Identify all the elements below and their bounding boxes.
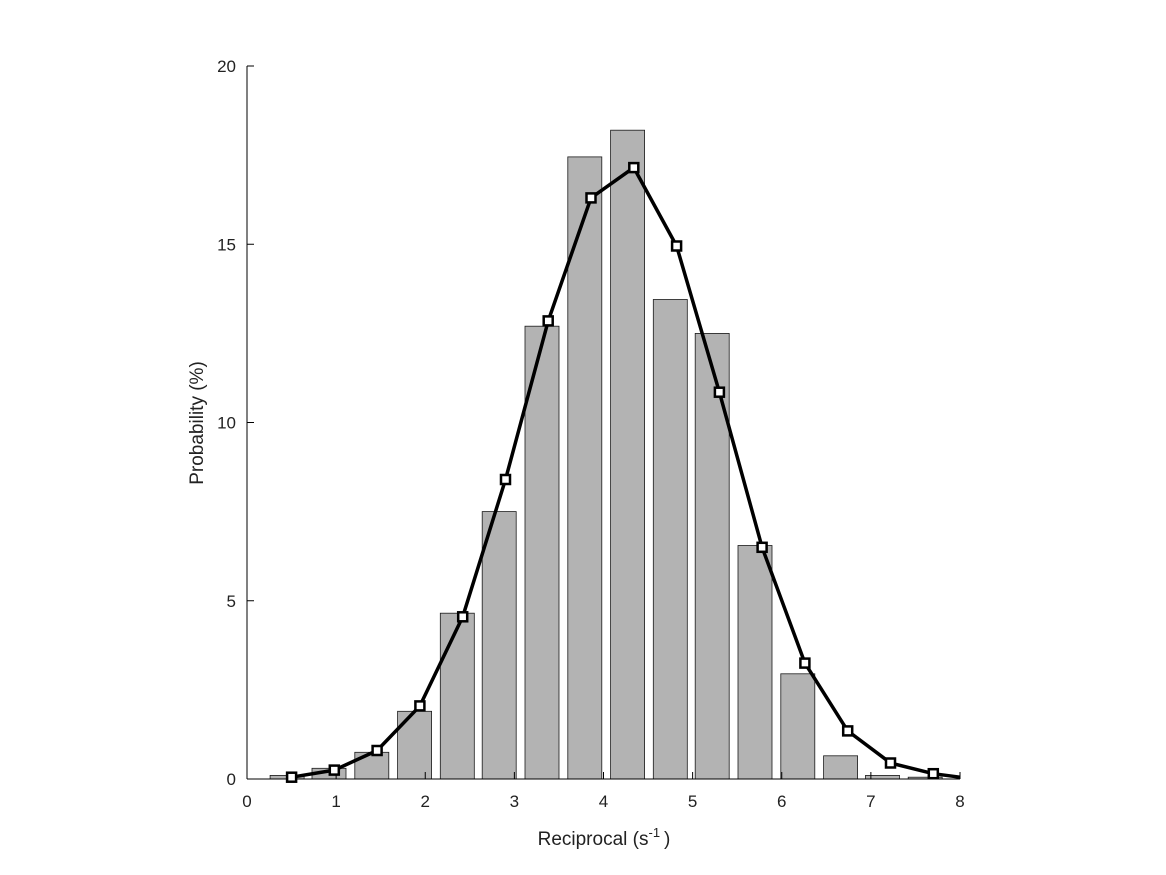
line-marker xyxy=(585,192,597,204)
y-tick-label: 0 xyxy=(227,770,236,789)
line-marker xyxy=(841,725,854,737)
x-tick-label: 8 xyxy=(955,792,964,811)
bar xyxy=(567,156,603,780)
line-marker xyxy=(884,757,897,769)
line-marker xyxy=(414,700,426,712)
y-tick-label: 20 xyxy=(217,57,236,76)
bar xyxy=(354,751,390,780)
y-tick-label: 15 xyxy=(217,235,236,254)
x-tick-label: 4 xyxy=(599,792,608,811)
line-marker xyxy=(542,315,554,327)
x-tick-label: 3 xyxy=(510,792,519,811)
bar xyxy=(694,332,730,780)
line-marker xyxy=(328,764,341,776)
bar xyxy=(439,612,475,780)
x-axis-title-superscript: -1 xyxy=(648,825,660,840)
line-marker xyxy=(927,767,940,780)
y-axis-title: Probability (%) xyxy=(187,361,208,485)
line-marker xyxy=(499,473,512,486)
line-marker xyxy=(799,657,811,669)
x-tick-label: 0 xyxy=(242,792,251,811)
line-marker xyxy=(756,541,768,554)
y-tick-label: 10 xyxy=(217,414,236,433)
line-marker xyxy=(456,611,469,623)
line-marker xyxy=(713,386,726,398)
x-tick-label: 1 xyxy=(331,792,340,811)
x-tick-label: 2 xyxy=(421,792,430,811)
line-marker xyxy=(371,744,383,757)
bar xyxy=(524,325,560,780)
bar xyxy=(780,673,816,780)
line-marker xyxy=(670,240,683,252)
axes: 0 1 2 3 4 5 6 7 8 0 5 10 15 20 xyxy=(217,57,965,811)
x-axis-title-main: Reciprocal (s xyxy=(538,829,649,850)
x-tick-label: 6 xyxy=(777,792,786,811)
axis-titles: Reciprocal (s-1) Probability (%) xyxy=(187,361,670,850)
bar xyxy=(737,545,773,780)
line-marker xyxy=(285,771,298,783)
y-tick-label: 5 xyxy=(227,592,236,611)
bar xyxy=(823,755,858,780)
bar xyxy=(481,511,517,780)
x-axis-title: Reciprocal (s-1) xyxy=(538,825,671,850)
line-marker xyxy=(628,161,640,174)
bar xyxy=(610,129,645,780)
x-tick-label: 5 xyxy=(688,792,697,811)
x-axis-title-tail: ) xyxy=(664,829,670,850)
bar xyxy=(652,299,688,780)
histogram-bars xyxy=(269,129,943,780)
x-tick-label: 7 xyxy=(866,792,875,811)
fit-line-series xyxy=(285,161,961,783)
